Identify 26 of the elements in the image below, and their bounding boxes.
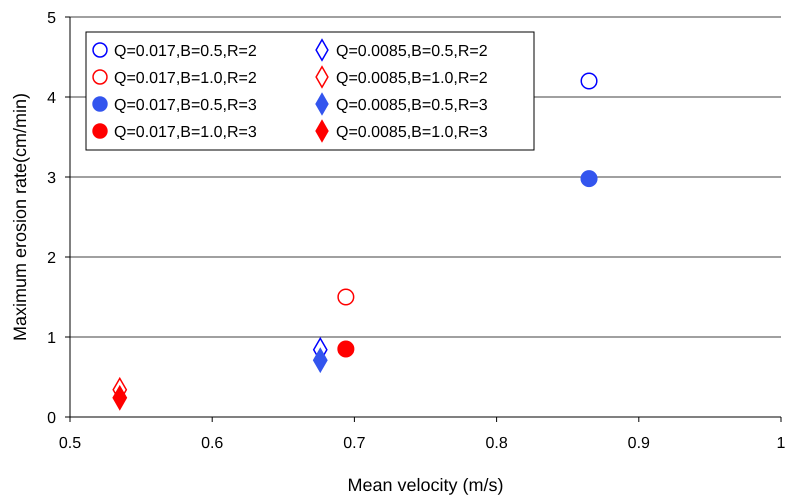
point (580, 170, 598, 188)
y-tick-label: 1 (47, 330, 56, 347)
y-tick-label: 0 (47, 410, 56, 427)
point (337, 288, 354, 306)
x-tick-label: 0.6 (201, 435, 224, 452)
x-tick-label: 0.9 (628, 435, 650, 452)
x-tick-label: 1 (776, 435, 786, 452)
y-tick-label: 5 (47, 10, 56, 27)
legend-label: Q=0.017,B=0.5,R=2 (114, 43, 257, 60)
legend-label: Q=0.017,B=0.5,R=3 (114, 97, 257, 114)
point (337, 340, 354, 358)
x-axis-title: Mean velocity (m/s) (347, 475, 504, 495)
y-tick-label: 4 (47, 90, 56, 107)
legend-label: Q=0.0085,B=1.0,R=3 (336, 124, 488, 141)
y-tick-label: 3 (47, 170, 56, 187)
legend-label: Q=0.0085,B=1.0,R=2 (336, 70, 488, 87)
y-axis-title: Maximum erosion rate(cm/min) (10, 92, 30, 342)
y-tick-label: 2 (47, 250, 56, 267)
legend-label: Q=0.0085,B=0.5,R=2 (336, 43, 488, 60)
legend-label: Q=0.017,B=1.0,R=2 (114, 70, 257, 87)
x-tick-label: 0.8 (485, 435, 508, 452)
legend-label: Q=0.017,B=1.0,R=3 (114, 124, 257, 141)
point (580, 72, 598, 90)
x-tick-label: 0.7 (343, 435, 366, 452)
x-tick-label: 0.5 (58, 435, 82, 452)
legend-label: Q=0.0085,B=0.5,R=3 (336, 97, 488, 114)
